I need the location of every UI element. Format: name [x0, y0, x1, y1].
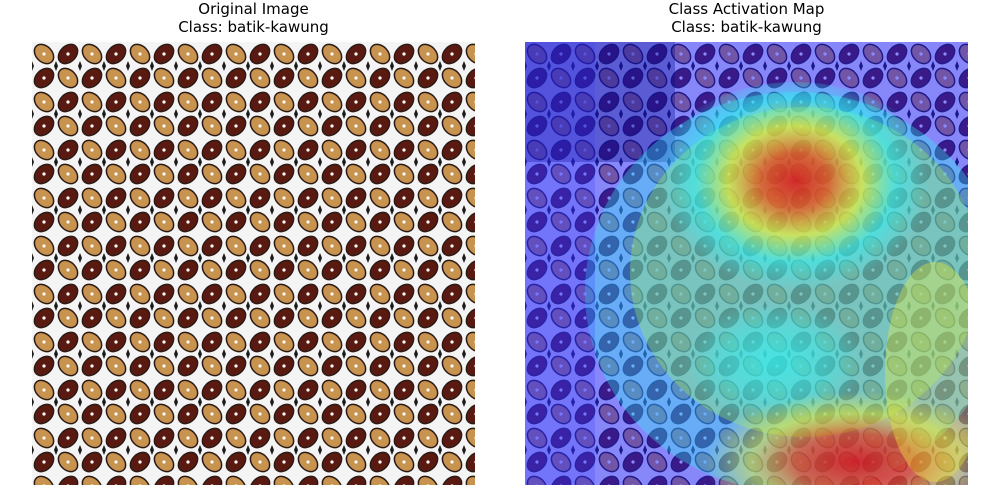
original-image-class-line: Class: batik-kawung — [178, 18, 329, 36]
cam-class-line: Class: batik-kawung — [671, 18, 822, 36]
cam-title: Class Activation Map Class: batik-kawung — [525, 0, 968, 42]
original-image-title: Original Image Class: batik-kawung — [32, 0, 475, 42]
original-image — [32, 42, 475, 485]
cam-title-line: Class Activation Map — [668, 0, 825, 18]
original-image-title-line: Original Image — [198, 0, 309, 18]
cam-panel: Class Activation Map Class: batik-kawung — [525, 0, 968, 485]
cam-image — [525, 42, 968, 485]
original-image-panel: Original Image Class: batik-kawung — [32, 0, 475, 485]
